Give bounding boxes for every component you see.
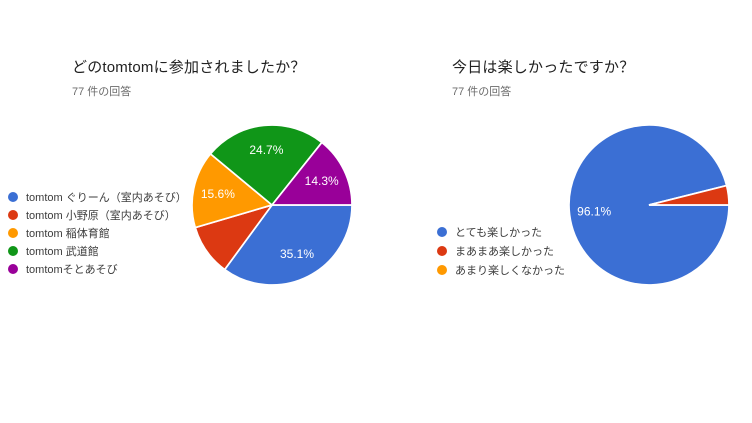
- legend-label: まあまあ楽しかった: [455, 245, 554, 258]
- slice-percentage-label: 96.1%: [577, 205, 611, 219]
- legend-dot-icon: [437, 264, 447, 275]
- legend-dot-icon: [8, 228, 18, 238]
- legend-participation: tomtom ぐりーん（室内あそび） tomtom 小野原（室内あそび） tom…: [8, 188, 187, 278]
- pie-slice: [648, 184, 730, 206]
- pie-slice: [191, 152, 274, 229]
- legend-dot-icon: [8, 192, 18, 202]
- legend-dot-icon: [437, 245, 447, 256]
- legend-dot-icon: [8, 264, 18, 274]
- legend-label: tomtom ぐりーん（室内あそび）: [26, 192, 187, 204]
- legend-item: tomtom 武道館: [8, 242, 187, 260]
- slice-percentage-label: 14.3%: [305, 174, 339, 188]
- slice-percentage-label: 15.6%: [201, 187, 235, 201]
- legend-item: tomtomそとあそび: [8, 260, 187, 278]
- chart-title-participation: どのtomtomに参加されましたか？: [72, 59, 306, 76]
- pie-slice: [270, 141, 353, 206]
- legend-label: あまり楽しくなかった: [455, 264, 565, 277]
- chart-title-enjoyment: 今日は楽しかったですか？: [452, 59, 635, 76]
- pie-slice: [209, 124, 324, 207]
- legend-dot-icon: [437, 226, 447, 237]
- legend-label: tomtom 小野原（室内あそび）: [26, 210, 176, 222]
- legend-item: tomtom 稲体育館: [8, 224, 187, 242]
- legend-item: あまり楽しくなかった: [437, 260, 565, 279]
- response-count-enjoyment: 77 件の回答: [452, 86, 512, 98]
- legend-label: tomtomそとあそび: [26, 264, 118, 276]
- legend-label: tomtom 稲体育館: [26, 228, 110, 240]
- legend-dot-icon: [8, 246, 18, 256]
- slice-percentage-label: 35.1%: [280, 247, 314, 261]
- legend-item: とても楽しかった: [437, 222, 565, 241]
- pie-slice: [223, 204, 353, 286]
- legend-item: tomtom 小野原（室内あそび）: [8, 206, 187, 224]
- legend-item: まあまあ楽しかった: [437, 241, 565, 260]
- slice-percentage-label: 24.7%: [249, 143, 283, 157]
- legend-label: とても楽しかった: [455, 226, 543, 239]
- legend-label: tomtom 武道館: [26, 246, 99, 258]
- pie-chart-enjoyment: 96.1%: [568, 124, 730, 286]
- legend-item: tomtom ぐりーん（室内あそび）: [8, 188, 187, 206]
- legend-dot-icon: [8, 210, 18, 220]
- legend-enjoyment: とても楽しかった まあまあ楽しかった あまり楽しくなかった: [437, 222, 565, 279]
- response-count-participation: 77 件の回答: [72, 86, 132, 98]
- pie-chart-participation: 35.1% 15.6% 24.7% 14.3%: [191, 124, 353, 286]
